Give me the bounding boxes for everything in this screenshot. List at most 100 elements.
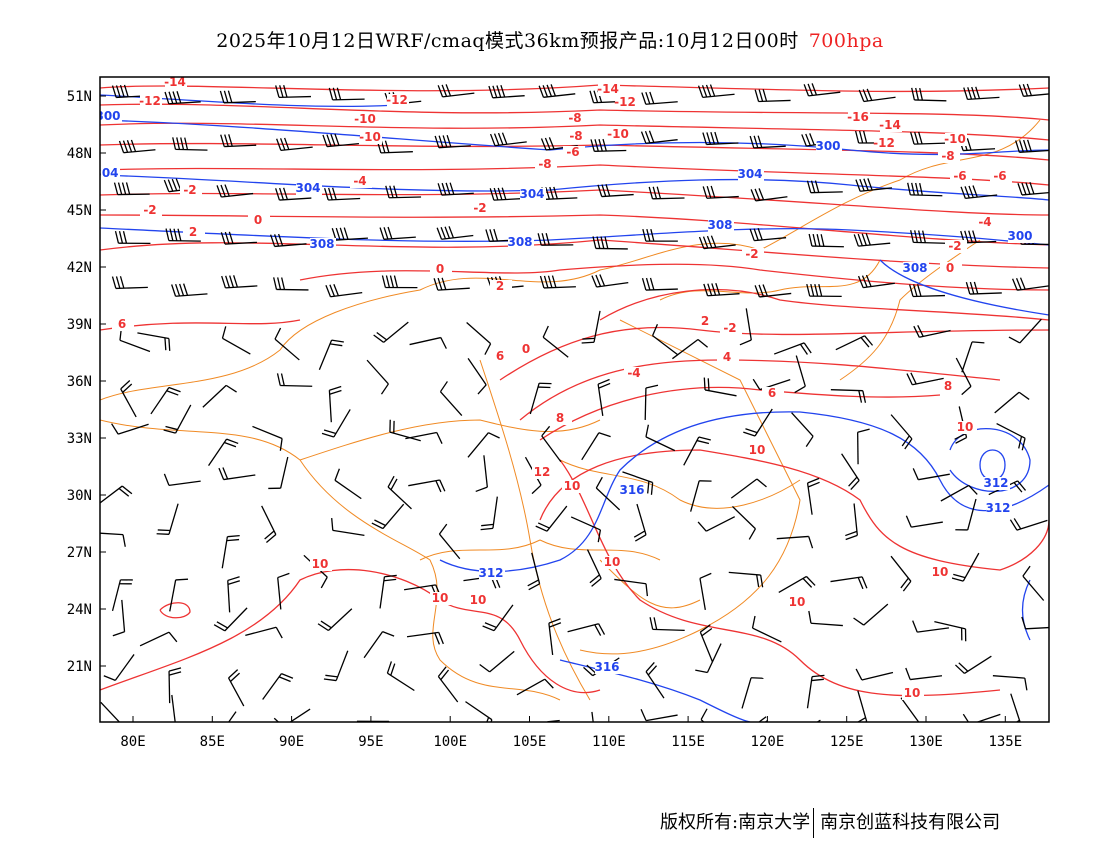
lat-label: 36N <box>67 374 92 390</box>
wind-barb <box>806 674 825 709</box>
wind-barb <box>221 275 258 289</box>
wind-barb <box>406 631 444 645</box>
wind-barb <box>806 283 842 298</box>
lon-label: 105E <box>513 734 547 750</box>
wind-barb <box>548 618 562 656</box>
wind-barb <box>776 535 814 549</box>
wind-barb <box>853 233 891 247</box>
wind-barb <box>934 620 967 642</box>
wind-barb <box>589 90 626 104</box>
wind-barb <box>855 668 894 681</box>
wind-barb <box>749 135 786 149</box>
wind-barb <box>641 277 678 291</box>
temperature-label: -14 <box>164 75 186 89</box>
wind-barb <box>672 338 709 360</box>
wind-barb <box>754 89 791 103</box>
wind-barb <box>488 85 525 99</box>
wind-barb <box>905 667 943 681</box>
temperature-label: -8 <box>569 129 582 143</box>
lat-label: 27N <box>67 545 92 561</box>
wind-barb <box>321 409 351 438</box>
wind-barb <box>113 182 150 196</box>
wind-barb <box>644 384 659 420</box>
wind-barb <box>955 357 972 396</box>
wind-barb <box>366 359 389 395</box>
height-label: 308 <box>507 235 532 249</box>
wind-barb <box>216 184 254 198</box>
wind-barb <box>111 276 148 290</box>
temperature-label: -8 <box>941 149 954 163</box>
wind-barb <box>778 575 816 594</box>
height-label: 316 <box>619 483 644 497</box>
lon-label: 90E <box>279 734 304 750</box>
wind-barb <box>433 277 470 291</box>
temperature-label: -10 <box>944 132 966 146</box>
temperature-label: 4 <box>723 350 731 364</box>
temperature-label: -12 <box>614 95 636 109</box>
temperature-label: 6 <box>496 349 504 363</box>
wind-barb <box>791 412 814 447</box>
wind-barb <box>699 624 714 662</box>
wind-barb <box>853 603 889 626</box>
temperature-label: 8 <box>944 379 952 393</box>
wind-barb <box>268 456 289 490</box>
wind-barb <box>581 432 611 461</box>
wind-barb <box>163 404 192 434</box>
wind-barb <box>648 186 685 200</box>
temperature-label: -14 <box>597 82 619 96</box>
height-label: 308 <box>902 261 927 275</box>
wind-barb <box>100 532 126 547</box>
wind-barb <box>1018 83 1049 97</box>
wind-barb <box>100 485 133 506</box>
temperature-label: 6 <box>118 317 126 331</box>
height-label: 304 <box>519 187 544 201</box>
wind-barb <box>262 673 294 700</box>
wind-barb <box>912 620 950 633</box>
footer-divider <box>813 808 815 838</box>
wind-barb <box>830 576 868 590</box>
wind-barb <box>703 282 740 297</box>
wind-barb <box>111 579 133 612</box>
lon-label: 100E <box>433 734 467 750</box>
wind-barb <box>150 386 181 415</box>
temperature-label: 10 <box>604 555 621 569</box>
wind-barb <box>913 325 951 338</box>
wind-barb <box>220 134 257 148</box>
wind-barb <box>960 185 998 200</box>
wind-barb <box>803 83 841 97</box>
wind-barb <box>699 572 712 610</box>
wind-barb <box>592 236 628 250</box>
lat-label: 21N <box>67 659 92 675</box>
wind-barb <box>385 185 422 199</box>
wind-barb <box>381 275 418 289</box>
wind-barb <box>640 130 678 144</box>
temperature-label: -10 <box>354 112 376 126</box>
wind-barb <box>227 576 240 613</box>
wind-barb <box>118 139 156 154</box>
wind-barb <box>641 91 678 105</box>
wind-barb <box>1021 616 1049 630</box>
wind-barb <box>538 84 576 98</box>
wind-barb <box>595 476 621 511</box>
wind-barb <box>318 339 344 370</box>
wind-barb <box>111 423 149 435</box>
wind-barb <box>218 467 256 481</box>
wind-barb <box>808 233 844 248</box>
lat-label: 33N <box>67 431 92 447</box>
wind-barb <box>702 185 739 199</box>
wind-barb <box>597 378 611 416</box>
wind-barb <box>168 667 182 704</box>
wind-barb <box>322 133 359 148</box>
wind-barb <box>356 720 393 722</box>
wind-barb <box>100 701 124 722</box>
height-label: 312 <box>478 566 503 580</box>
wind-barb <box>324 187 361 201</box>
temperature-label: 2 <box>189 225 197 239</box>
wind-barb <box>906 372 944 386</box>
wind-barb <box>940 484 978 502</box>
wind-barb <box>645 424 676 452</box>
temperature-label: 10 <box>789 595 806 609</box>
wind-barb <box>622 471 654 495</box>
height-label: 304 <box>93 166 118 180</box>
